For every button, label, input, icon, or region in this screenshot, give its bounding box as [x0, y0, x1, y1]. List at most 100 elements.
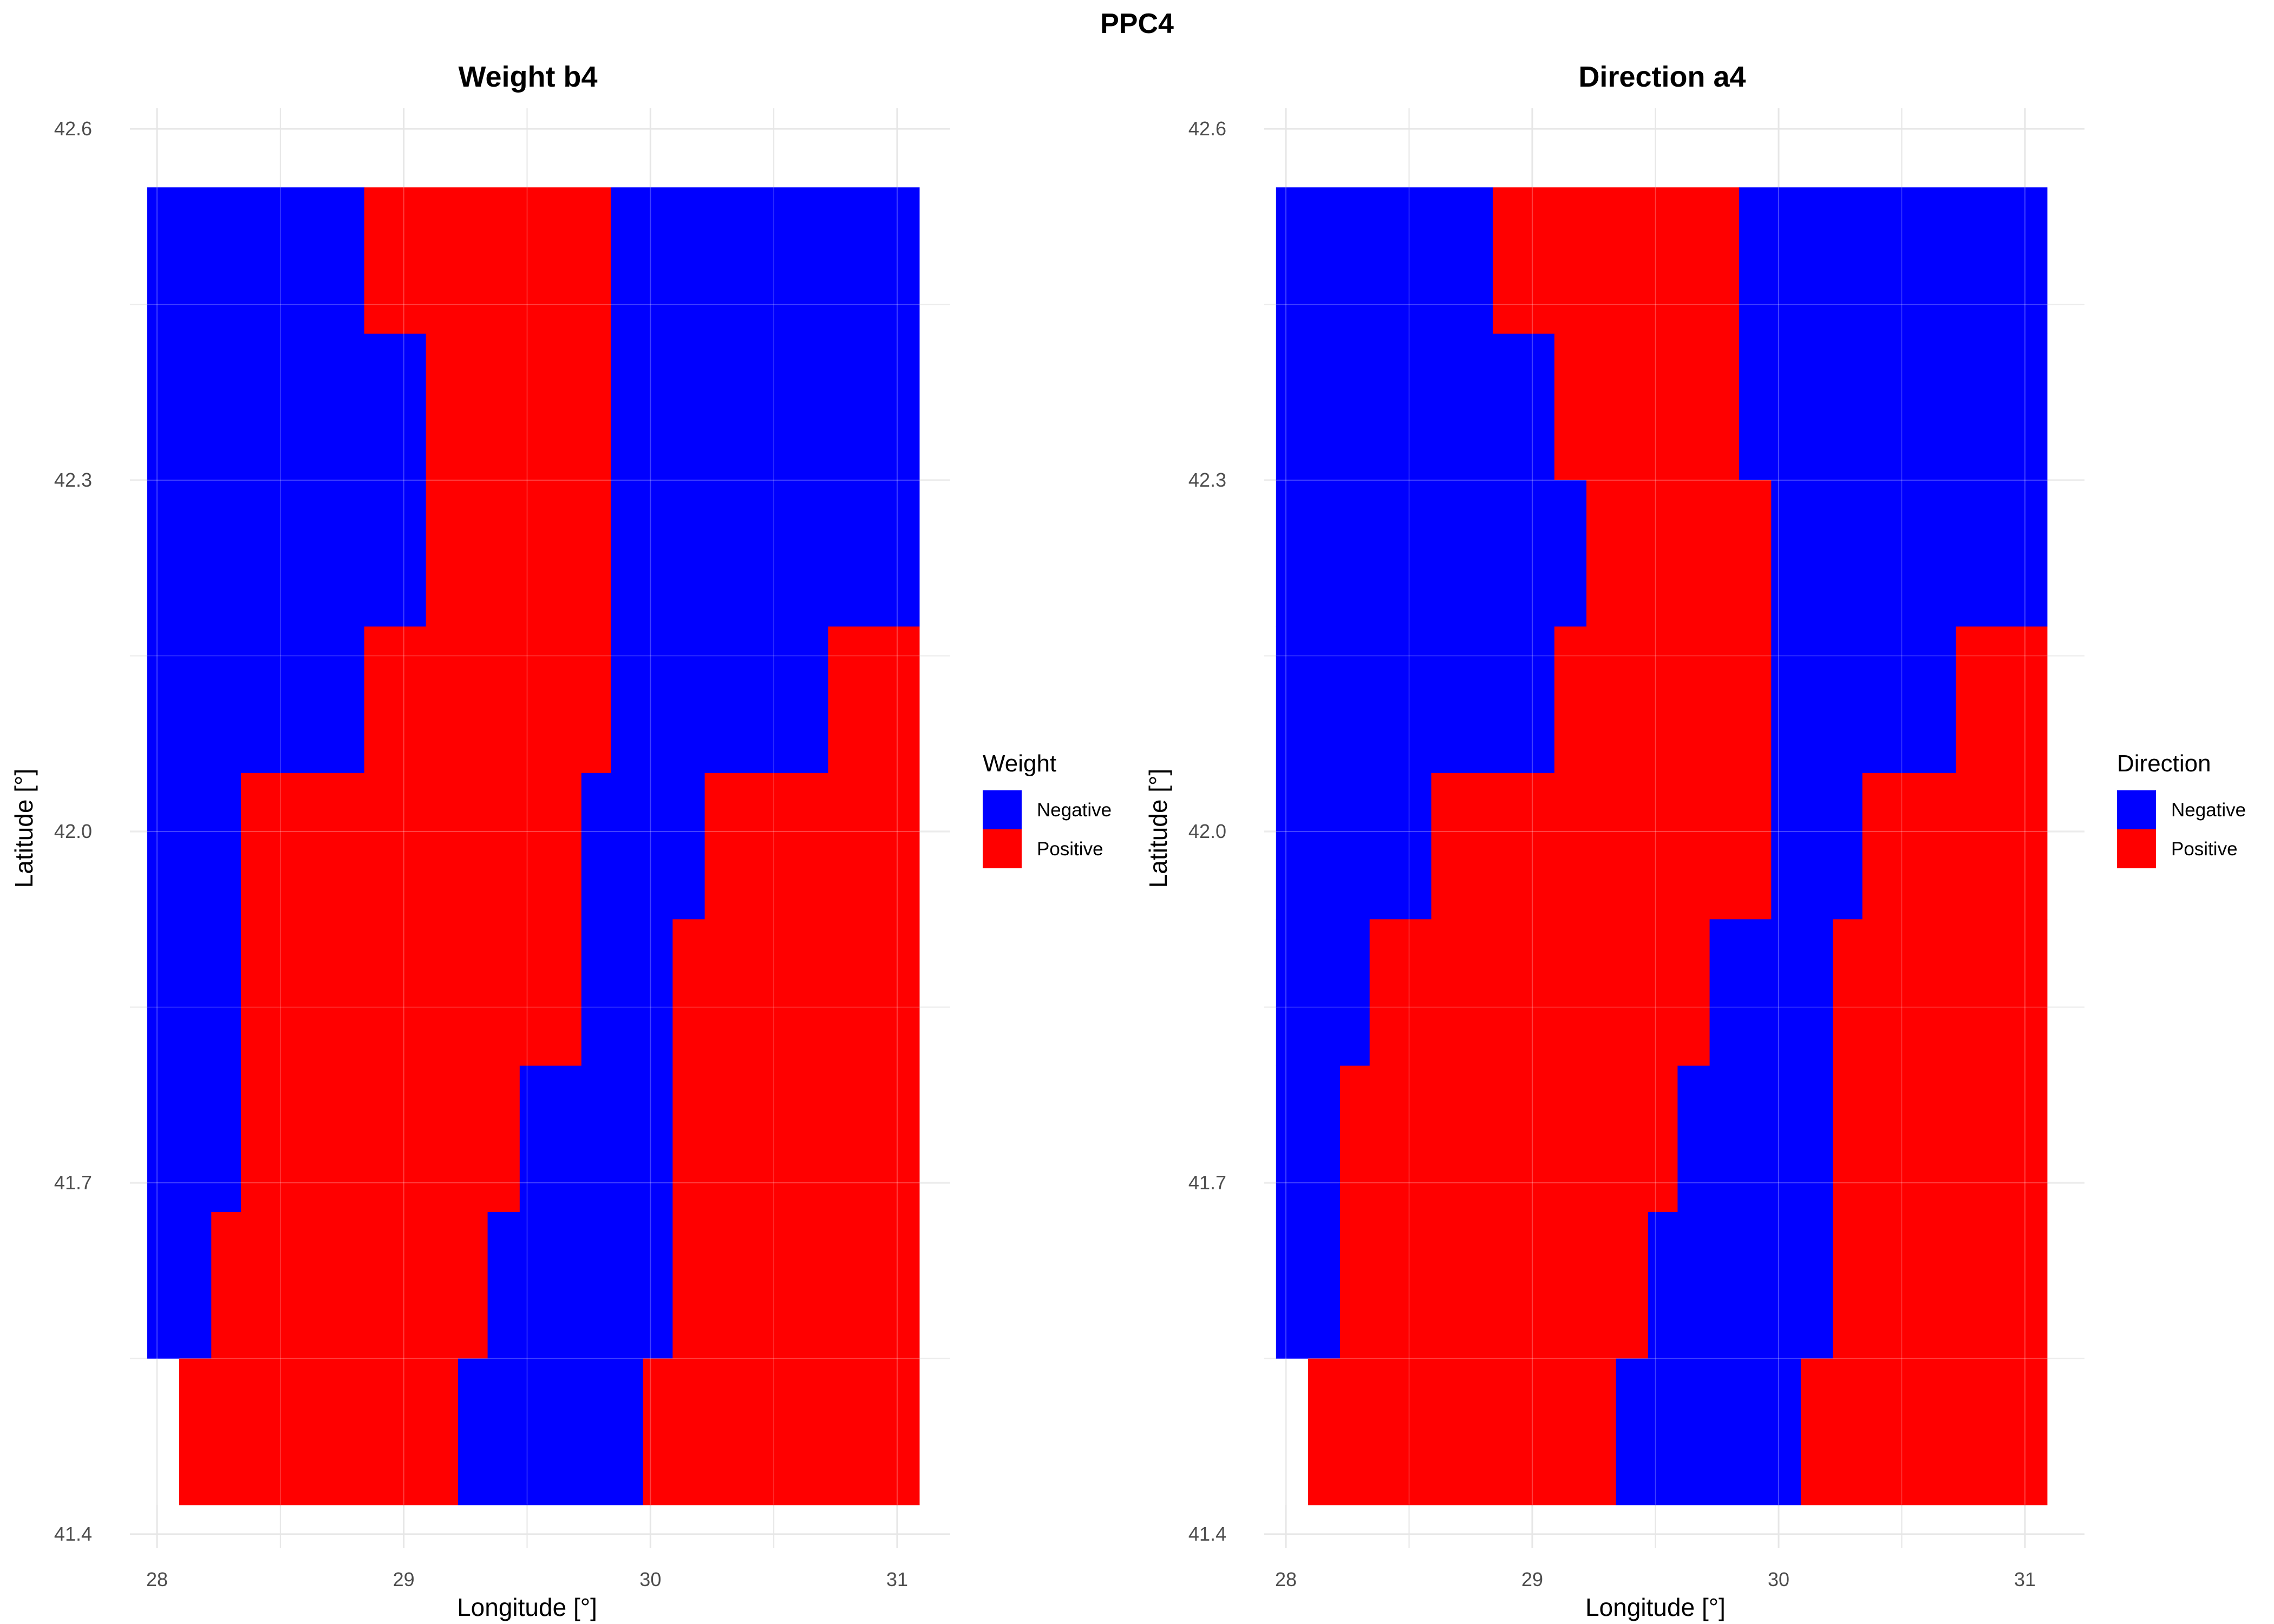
legend-label: Positive [1037, 839, 1103, 860]
tile-negative [147, 772, 241, 920]
tile-negative [1276, 919, 1370, 1066]
tile-negative [1276, 333, 1555, 481]
legend-key-negative [2117, 790, 2156, 829]
y-tick-label: 42.0 [54, 820, 92, 842]
tile-negative [147, 187, 365, 335]
tile-positive [1308, 1358, 1617, 1505]
tile-positive [211, 1212, 488, 1359]
panel-title: Direction a4 [1578, 61, 1746, 93]
tile-negative [611, 480, 920, 627]
tile-positive [1862, 772, 2048, 920]
y-tick-label: 41.4 [54, 1523, 92, 1545]
tile-positive [1554, 333, 1740, 481]
y-tick-label: 41.7 [54, 1171, 92, 1194]
tile-positive [1431, 772, 1772, 920]
tile-positive [643, 1358, 920, 1505]
chart-panel-2: Direction a4 28 29 30 31 41.4 41.7 42.0 42.3 42.6… [1144, 61, 2246, 1621]
tile-negative [487, 1212, 673, 1359]
tile-negative [1771, 772, 1863, 920]
tile-negative [611, 187, 920, 335]
legend: Direction Negative Positive [2117, 750, 2246, 868]
legend-title: Direction [2117, 750, 2211, 777]
tile-positive [364, 187, 611, 335]
tile-negative [1677, 1065, 1833, 1213]
tile-negative [611, 626, 828, 774]
tile-negative [1739, 187, 2048, 335]
x-tick-label: 31 [2014, 1568, 2036, 1590]
tile-negative [1648, 1212, 1833, 1359]
legend-label: Positive [2171, 839, 2238, 860]
x-tick-label: 30 [1768, 1568, 1789, 1590]
x-tick-label: 30 [639, 1568, 661, 1590]
tile-positive [1493, 187, 1740, 335]
tile-positive [426, 480, 611, 627]
tile-positive [240, 772, 582, 920]
tile-negative [1771, 480, 2048, 627]
tile-positive [1800, 1358, 2048, 1505]
tile-negative [581, 772, 705, 920]
tile-negative [1276, 772, 1432, 920]
x-tick-label: 28 [1275, 1568, 1297, 1590]
tile-negative [147, 1065, 241, 1213]
y-tick-label: 42.0 [1188, 820, 1226, 842]
tile-positive [240, 919, 582, 1066]
y-tick-label: 41.4 [1188, 1523, 1226, 1545]
tile-negative [1276, 626, 1555, 774]
x-tick-label: 31 [886, 1568, 908, 1590]
tile-positive [426, 333, 611, 481]
tile-negative [611, 333, 920, 481]
tile-negative [581, 919, 673, 1066]
tile-positive [672, 919, 920, 1066]
tile-negative [147, 919, 241, 1066]
tiles [147, 187, 920, 1505]
legend-key-positive [2117, 829, 2156, 868]
tile-negative [147, 626, 365, 774]
y-axis-label: Latitude [°] [1144, 769, 1172, 888]
tile-negative [1276, 187, 1493, 335]
tile-positive [1340, 1212, 1649, 1359]
x-tick-label: 28 [146, 1568, 168, 1590]
x-axis-label: Longitude [°] [1585, 1593, 1726, 1621]
grid-overlay [130, 187, 950, 1505]
tile-negative [1771, 626, 1957, 774]
tile-positive [1369, 919, 1710, 1066]
legend-key-positive [983, 829, 1022, 868]
y-tick-label: 42.3 [54, 469, 92, 491]
legend-label: Negative [2171, 800, 2246, 821]
y-axis-label: Latitude [°] [10, 769, 38, 888]
y-tick-label: 42.3 [1188, 469, 1226, 491]
tile-positive [364, 626, 611, 774]
tile-positive [1340, 1065, 1678, 1213]
tile-positive [1554, 626, 1772, 774]
tile-negative [147, 480, 427, 627]
panel-title: Weight b4 [458, 61, 597, 93]
y-tick-label: 42.6 [54, 117, 92, 140]
tile-negative [1616, 1358, 1801, 1505]
tile-positive [1833, 1065, 2048, 1213]
tile-negative [519, 1065, 673, 1213]
y-tick-label: 41.7 [1188, 1171, 1226, 1194]
tile-positive [1956, 626, 2048, 774]
tile-negative [1709, 919, 1833, 1066]
x-tick-label: 29 [393, 1568, 415, 1590]
legend-label: Negative [1037, 800, 1112, 821]
tile-positive [672, 1212, 920, 1359]
tile-positive [240, 1065, 520, 1213]
tile-positive [1833, 919, 2048, 1066]
tile-positive [1833, 1212, 2048, 1359]
tile-negative [147, 333, 427, 481]
legend-title: Weight [983, 750, 1056, 777]
legend: Weight Negative Positive [983, 750, 1112, 868]
tile-positive [828, 626, 920, 774]
x-axis-label: Longitude [°] [457, 1593, 597, 1621]
chart-panel-1: Weight b4 28 29 30 31 41.4 41.7 42.0 42.3 42.6 Lon… [10, 61, 1112, 1621]
tile-negative [147, 1212, 212, 1359]
grid-overlay [1264, 187, 2084, 1505]
figure-title: PPC4 [1100, 8, 1174, 40]
legend-key-negative [983, 790, 1022, 829]
tile-positive [672, 1065, 920, 1213]
tile-negative [1276, 480, 1587, 627]
tile-negative [1276, 1212, 1341, 1359]
tile-negative [458, 1358, 644, 1505]
